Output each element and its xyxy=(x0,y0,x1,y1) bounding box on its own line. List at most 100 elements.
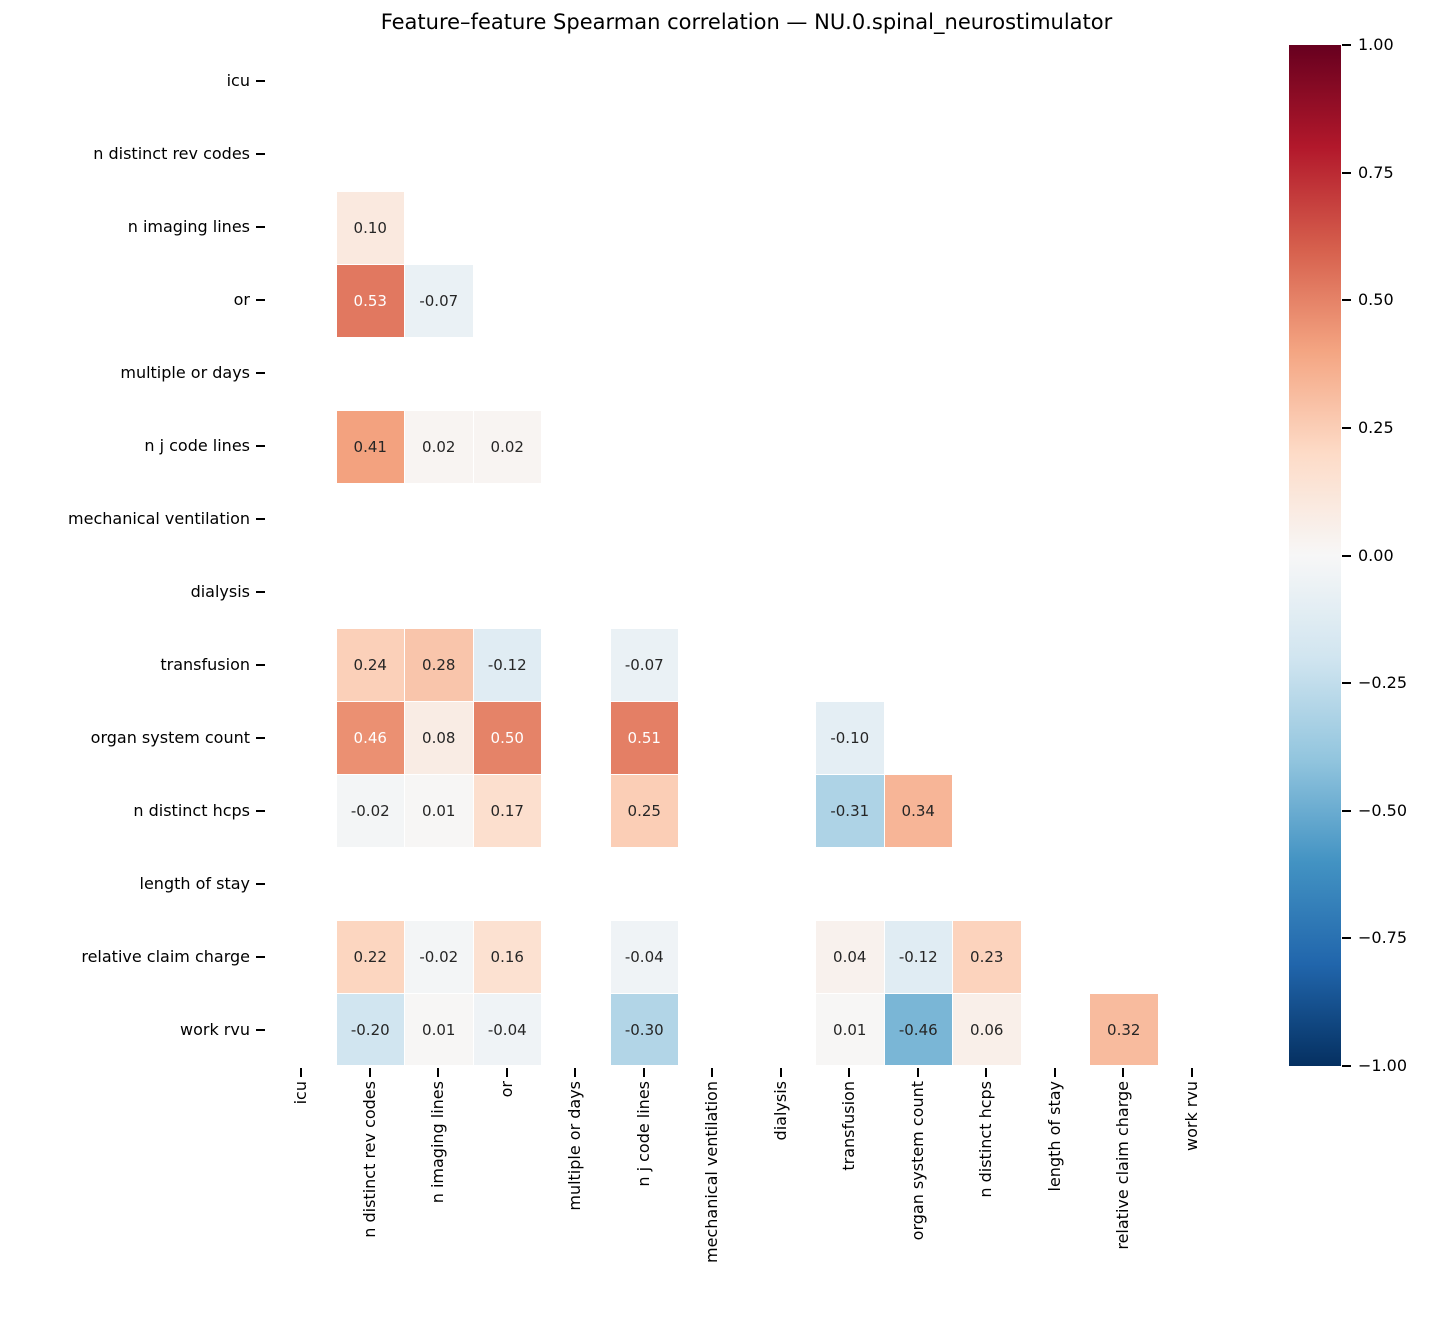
heatmap-cell: -0.07 xyxy=(609,628,679,703)
x-tick-mark xyxy=(711,1068,714,1077)
y-tick-label: transfusion xyxy=(160,654,250,674)
y-tick-mark xyxy=(256,445,265,448)
x-tick-mark xyxy=(848,1068,851,1077)
y-tick-mark xyxy=(256,226,265,229)
x-tick-label: n imaging lines xyxy=(428,1081,448,1204)
x-tick-mark xyxy=(1053,1068,1056,1077)
heatmap-cell: 0.41 xyxy=(335,409,405,484)
x-tick-mark xyxy=(368,1068,371,1077)
heatmap-cell: 0.10 xyxy=(335,190,405,265)
y-tick-mark xyxy=(256,882,265,885)
colorbar-tick-mark xyxy=(1342,426,1351,429)
y-tick-mark xyxy=(256,736,265,739)
heatmap-cell: 0.46 xyxy=(335,701,405,776)
heatmap-cell: -0.04 xyxy=(472,993,542,1066)
heatmap-cell: 0.01 xyxy=(815,993,885,1066)
heatmap-plot-area: 0.10 0.53 -0.07 0.41 0.02 0.02 0.24 0.28 -0.12 -0… xyxy=(267,45,1226,1066)
y-tick-label: n j code lines xyxy=(144,436,250,456)
heatmap-cell: -0.02 xyxy=(404,920,474,995)
heatmap-cell: -0.12 xyxy=(472,628,542,703)
y-tick-mark xyxy=(256,663,265,666)
heatmap-cell: 0.23 xyxy=(952,920,1022,995)
colorbar-tick-label: −0.75 xyxy=(1358,928,1408,948)
heatmap-cell: 0.28 xyxy=(404,628,474,703)
y-tick-mark xyxy=(256,299,265,302)
x-tick-mark xyxy=(574,1068,577,1077)
x-tick-label: dialysis xyxy=(770,1081,790,1141)
x-tick-label: n distinct hcps xyxy=(976,1081,996,1198)
colorbar-tick-label: 0.00 xyxy=(1358,545,1394,565)
heatmap-cell: 0.34 xyxy=(883,774,953,849)
colorbar-tick-mark xyxy=(1342,809,1351,812)
x-tick-label: work rvu xyxy=(1181,1081,1201,1151)
x-tick-mark xyxy=(300,1068,303,1077)
heatmap-cell: 0.22 xyxy=(335,920,405,995)
y-tick-label: length of stay xyxy=(139,873,250,893)
heatmap-cell: 0.06 xyxy=(952,993,1022,1066)
y-tick-mark xyxy=(256,590,265,593)
y-tick-label: n distinct rev codes xyxy=(93,144,250,164)
chart-title: Feature–feature Spearman correlation — N… xyxy=(380,10,1113,34)
heatmap-cell: -0.12 xyxy=(883,920,953,995)
heatmap-cell: 0.04 xyxy=(815,920,885,995)
colorbar-tick-mark xyxy=(1342,299,1351,302)
y-tick-mark xyxy=(256,80,265,83)
y-tick-label: mechanical ventilation xyxy=(68,509,250,529)
x-tick-label: n distinct rev codes xyxy=(359,1081,379,1238)
x-tick-label: length of stay xyxy=(1044,1081,1064,1192)
x-tick-label: or xyxy=(496,1081,516,1098)
x-tick-mark xyxy=(1122,1068,1125,1077)
y-tick-mark xyxy=(256,1028,265,1031)
x-tick-mark xyxy=(505,1068,508,1077)
heatmap-cell: 0.53 xyxy=(335,263,405,338)
y-tick-label: n imaging lines xyxy=(127,217,250,237)
x-tick-label: mechanical ventilation xyxy=(702,1081,722,1263)
colorbar-tick-mark xyxy=(1342,44,1351,46)
heatmap-cell: 0.51 xyxy=(609,701,679,776)
x-tick-label: icu xyxy=(291,1081,311,1105)
colorbar-tick-label: 0.50 xyxy=(1358,290,1394,310)
heatmap-cell: -0.31 xyxy=(815,774,885,849)
x-tick-label: multiple or days xyxy=(565,1081,585,1211)
heatmap-cell: 0.08 xyxy=(404,701,474,776)
heatmap-cell: 0.32 xyxy=(1089,993,1159,1066)
y-tick-label: n distinct hcps xyxy=(133,800,250,820)
y-tick-mark xyxy=(256,809,265,812)
y-tick-label: work rvu xyxy=(180,1019,250,1039)
heatmap-cell: 0.17 xyxy=(472,774,542,849)
y-tick-label: organ system count xyxy=(90,727,250,747)
y-tick-mark xyxy=(256,153,265,156)
x-tick-mark xyxy=(985,1068,988,1077)
colorbar-tick-label: −1.00 xyxy=(1358,1056,1408,1075)
y-tick-label: dialysis xyxy=(190,581,250,601)
x-tick-mark xyxy=(642,1068,645,1077)
heatmap-cell: -0.02 xyxy=(335,774,405,849)
heatmap-cell: 0.02 xyxy=(404,409,474,484)
heatmap-cell: -0.10 xyxy=(815,701,885,776)
heatmap-cell: 0.24 xyxy=(335,628,405,703)
heatmap-cell: -0.07 xyxy=(404,263,474,338)
x-tick-label: transfusion xyxy=(839,1081,859,1171)
y-tick-mark xyxy=(256,955,265,958)
colorbar-tick-mark xyxy=(1342,682,1351,685)
x-tick-label: relative claim charge xyxy=(1113,1081,1133,1250)
colorbar-tick-mark xyxy=(1342,937,1351,940)
colorbar-tick-mark xyxy=(1342,554,1351,557)
y-tick-mark xyxy=(256,518,265,521)
y-tick-label: icu xyxy=(226,71,250,91)
colorbar-tick-mark xyxy=(1342,171,1351,174)
colorbar-tick-label: 1.00 xyxy=(1358,35,1394,54)
y-tick-label: relative claim charge xyxy=(81,946,250,966)
x-tick-mark xyxy=(1190,1068,1193,1077)
heatmap-cell: -0.20 xyxy=(335,993,405,1066)
heatmap-cell: 0.50 xyxy=(472,701,542,776)
colorbar-tick-mark xyxy=(1342,1065,1351,1067)
heatmap-cell: 0.02 xyxy=(472,409,542,484)
colorbar-gradient xyxy=(1289,45,1341,1066)
x-tick-label: n j code lines xyxy=(633,1081,653,1187)
heatmap-cell: 0.01 xyxy=(404,993,474,1066)
heatmap-cell: 0.01 xyxy=(404,774,474,849)
colorbar-tick-label: 0.75 xyxy=(1358,162,1394,182)
heatmap-cell: 0.25 xyxy=(609,774,679,849)
